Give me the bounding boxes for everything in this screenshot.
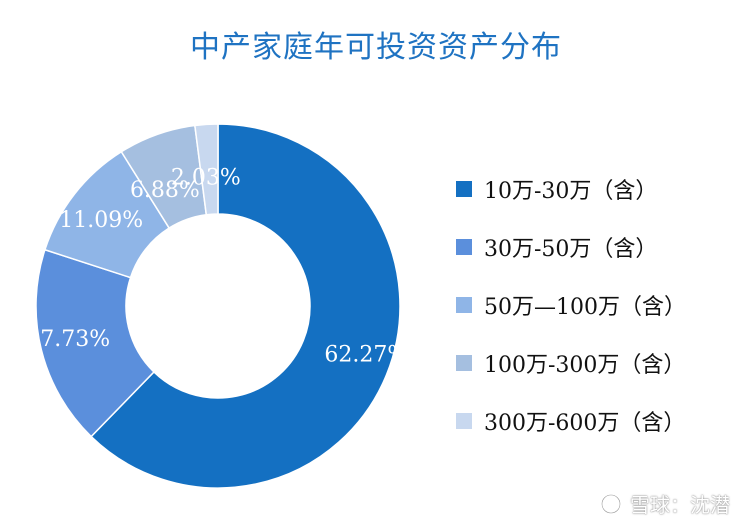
legend: 10万-30万（含） 30万-50万（含） 50万—100万（含） 100万-300万…	[456, 160, 686, 450]
legend-item-1: 10万-30万（含）	[456, 160, 686, 218]
slice-value-label-5: 2.03%	[171, 165, 241, 190]
legend-label-5: 300万-600万（含）	[484, 411, 686, 436]
slice-value-label-4: 6.88%	[130, 178, 200, 203]
donut-slices	[35, 123, 401, 489]
legend-swatch-4	[456, 355, 472, 371]
snowball-logo-icon	[600, 493, 622, 514]
slice-value-label-1: 62.27%	[324, 343, 408, 368]
donut-value-labels: 62.27% 17.73% 11.09% 6.88%2.03%	[26, 165, 408, 367]
legend-swatch-3	[456, 297, 472, 313]
legend-label-2: 30万-50万（含）	[484, 237, 658, 262]
legend-item-3: 50万—100万（含）	[456, 276, 686, 334]
donut-slice-2	[35, 248, 155, 438]
legend-item-2: 30万-50万（含）	[456, 218, 686, 276]
legend-item-5: 300万-600万（含）	[456, 392, 686, 450]
watermark: 雪球：沈潜	[598, 489, 730, 518]
slice-value-label-3: 11.09%	[59, 208, 143, 233]
legend-swatch-1	[456, 181, 472, 197]
legend-swatch-5	[456, 413, 472, 429]
donut-slice-5	[194, 123, 219, 216]
chart-title: 中产家庭年可投资资产分布	[190, 30, 562, 65]
legend-swatch-2	[456, 239, 472, 255]
legend-label-1: 10万-30万（含）	[484, 179, 658, 204]
legend-label-4: 100万-300万（含）	[484, 353, 686, 378]
watermark-text: 雪球：沈潜	[630, 493, 730, 517]
slice-value-label-2: 17.73%	[26, 327, 110, 352]
donut-slice-1	[90, 123, 401, 489]
legend-item-4: 100万-300万（含）	[456, 334, 686, 392]
legend-label-3: 50万—100万（含）	[484, 295, 686, 320]
